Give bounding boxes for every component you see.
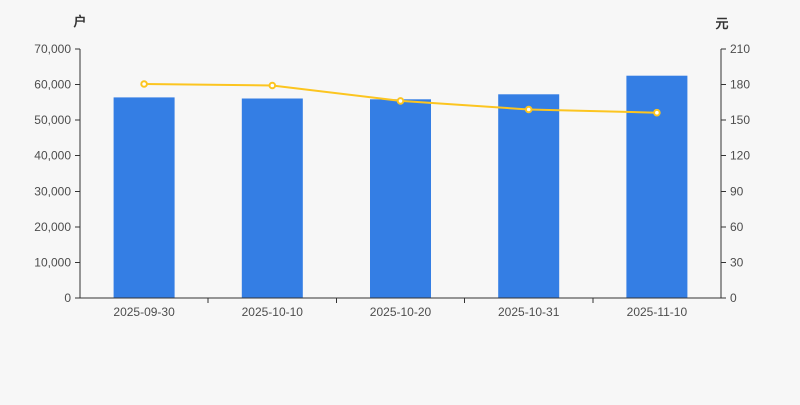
right-axis-tick-label: 0 <box>730 291 737 305</box>
left-axis-tick-label: 20,000 <box>34 220 71 234</box>
left-axis-tick-label: 60,000 <box>34 78 71 92</box>
left-axis-tick-label: 40,000 <box>34 149 71 163</box>
bar <box>498 94 560 298</box>
bar <box>370 99 431 298</box>
left-axis-tick-label: 70,000 <box>34 42 71 56</box>
left-axis-tick-label: 10,000 <box>34 255 71 269</box>
line-marker <box>524 105 533 114</box>
left-axis-title: 户 <box>73 14 87 29</box>
right-axis-tick-label: 120 <box>730 149 750 163</box>
x-axis-category-label: 2025-09-30 <box>113 305 175 319</box>
line-marker <box>268 81 277 90</box>
right-axis-tick-label: 210 <box>730 42 750 56</box>
right-axis-title: 元 <box>715 16 729 31</box>
left-axis-tick-label: 30,000 <box>34 184 71 198</box>
bar <box>113 97 175 299</box>
x-axis-category-label: 2025-10-20 <box>370 305 432 319</box>
x-axis-category-label: 2025-10-31 <box>498 305 560 319</box>
x-axis-category-label: 2025-10-10 <box>242 305 304 319</box>
x-axis-category-label: 2025-11-10 <box>627 305 688 319</box>
right-axis-tick-label: 150 <box>730 113 750 127</box>
bar <box>241 98 303 298</box>
right-axis-tick-label: 90 <box>730 184 744 198</box>
line-marker <box>140 80 148 88</box>
line-marker <box>396 97 405 105</box>
line-marker <box>653 108 661 117</box>
right-axis-tick-label: 180 <box>730 78 750 92</box>
left-axis-tick-label: 50,000 <box>34 113 71 127</box>
right-axis-tick-label: 60 <box>730 220 744 234</box>
right-axis-tick-label: 30 <box>730 255 744 269</box>
left-axis-tick-label: 0 <box>64 291 71 305</box>
